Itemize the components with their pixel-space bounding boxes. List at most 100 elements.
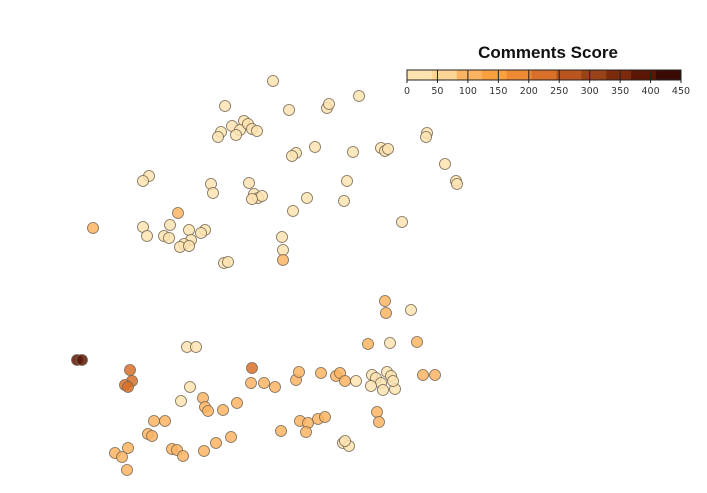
data-point [256,190,268,202]
data-point [382,143,394,155]
data-point [172,207,184,219]
data-point [339,375,351,387]
data-point [175,395,187,407]
data-point [116,451,128,463]
legend-color-bar [406,69,682,81]
data-point [230,129,242,141]
data-point [231,397,243,409]
data-point [243,177,255,189]
legend-tick-label: 400 [641,86,659,97]
data-point [210,437,222,449]
data-point [319,411,331,423]
data-point [269,381,281,393]
legend-color-segment [581,70,607,80]
legend-title: Comments Score [478,43,618,62]
data-point [275,425,287,437]
data-point [309,141,321,153]
legend-tick-label: 300 [581,86,599,97]
data-point [137,175,149,187]
data-point [212,131,224,143]
legend-color-segment [456,70,483,80]
data-point [246,362,258,374]
legend-tick-label: 200 [520,86,538,97]
data-point [323,98,335,110]
legend: Comments Score 0 50 100 150 200 250 300 350 400 4… [404,43,690,97]
data-point [225,431,237,443]
legend-color-segment [407,70,433,80]
data-point [300,426,312,438]
data-point [362,338,374,350]
data-point [371,406,383,418]
data-point [396,216,408,228]
data-point [267,75,279,87]
data-point [76,354,88,366]
data-point [339,435,351,447]
data-point [164,219,176,231]
data-point [217,404,229,416]
data-point [417,369,429,381]
data-point [377,384,389,396]
legend-color-segment [606,70,632,80]
data-point [315,367,327,379]
legend-tick-label: 50 [431,86,443,97]
data-point [365,380,377,392]
data-point [338,195,350,207]
legend-color-segment [656,70,682,80]
data-point [163,232,175,244]
data-point [146,430,158,442]
data-point [276,231,288,243]
data-point [183,240,195,252]
data-point [287,205,299,217]
data-point [258,377,270,389]
data-point [122,442,134,454]
data-point [439,158,451,170]
data-point [350,375,362,387]
data-point [277,254,289,266]
data-point [293,366,305,378]
legend-color-segment [556,70,582,80]
data-point [246,193,258,205]
data-point [195,227,207,239]
data-point [353,90,365,102]
data-point [380,307,392,319]
data-point [301,192,313,204]
data-point [222,256,234,268]
data-point [277,244,289,256]
data-point [219,100,231,112]
legend-tick-label: 250 [550,86,568,97]
data-point [183,224,195,236]
data-point [283,104,295,116]
legend-color-segment [481,70,508,80]
legend-ticks: 0 50 100 150 200 250 300 350 400 450 [404,70,690,97]
legend-tick-label: 450 [672,86,690,97]
data-point [141,230,153,242]
data-point [148,415,160,427]
data-point [124,364,136,376]
data-point [121,464,133,476]
legend-color-segment [631,70,657,80]
data-point [379,295,391,307]
data-point [420,131,432,143]
data-point [373,416,385,428]
data-point [177,450,189,462]
data-point [159,415,171,427]
data-point [207,187,219,199]
legend-tick-label: 0 [404,86,410,97]
data-point [190,341,202,353]
data-point [251,125,263,137]
data-point [202,405,214,417]
points-layer [71,75,463,476]
data-point [87,222,99,234]
data-point [122,381,134,393]
legend-tick-label: 100 [459,86,477,97]
legend-color-segment [531,70,557,80]
legend-tick-label: 350 [611,86,629,97]
legend-tick-label: 150 [489,86,507,97]
legend-color-segment [506,70,533,80]
data-point [405,304,417,316]
data-point [198,445,210,457]
data-point [286,150,298,162]
data-point [411,336,423,348]
data-point [245,377,257,389]
